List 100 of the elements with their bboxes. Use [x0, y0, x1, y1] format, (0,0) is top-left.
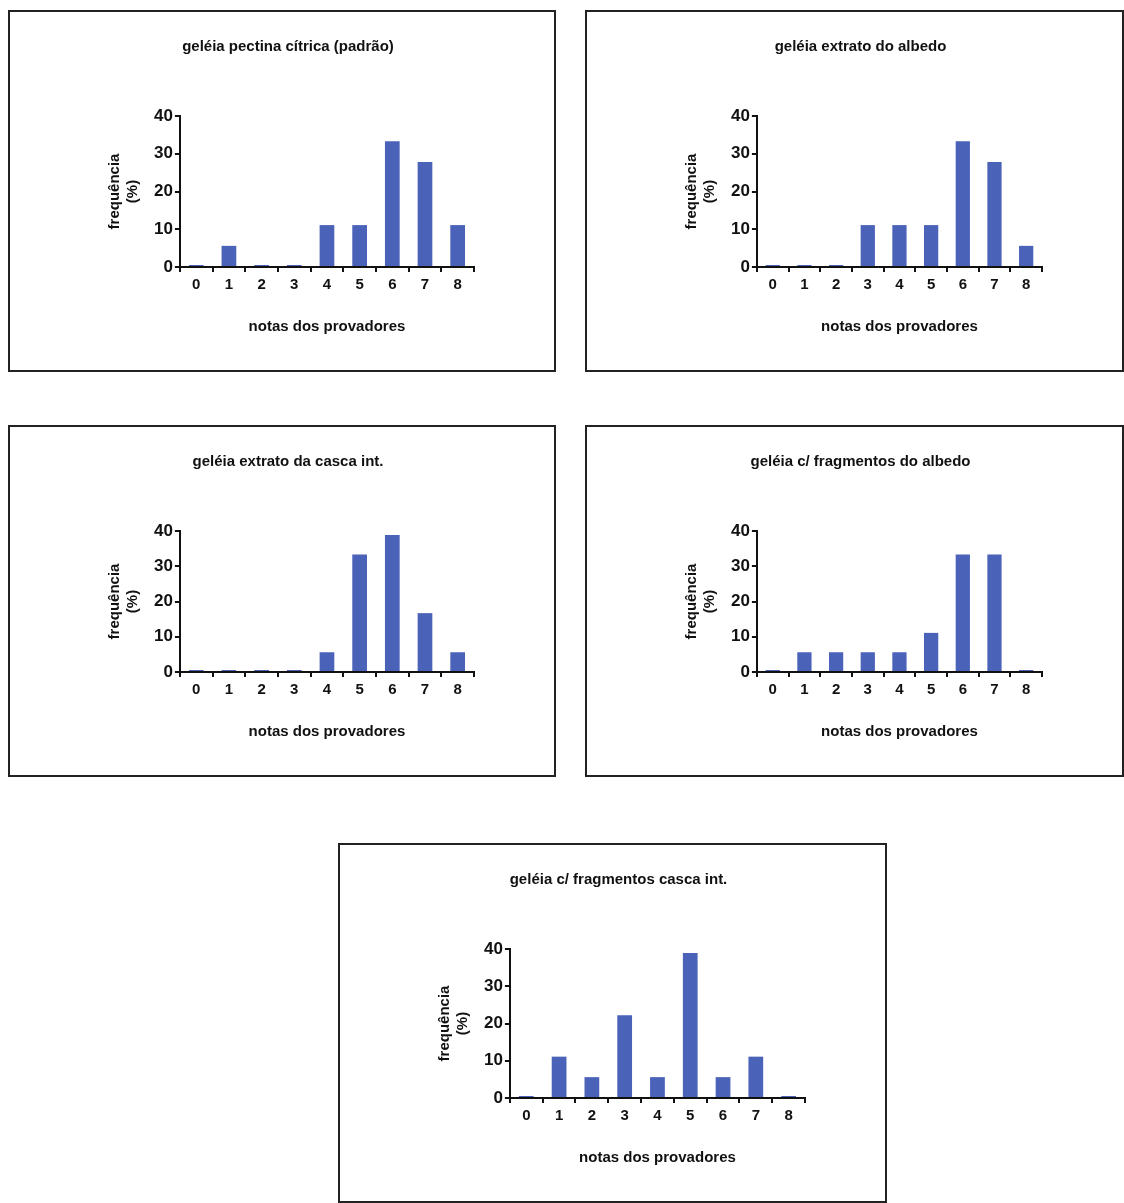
x-tick-label: 6: [388, 275, 397, 293]
x-tick-label: 4: [895, 275, 905, 293]
y-tick-label: 30: [483, 975, 503, 995]
x-tick-label: 1: [554, 1106, 564, 1124]
x-tick-label: 8: [1021, 680, 1031, 698]
x-tick-label: 2: [831, 275, 841, 293]
y-tick-label: 10: [730, 626, 750, 646]
x-tick-label: 8: [1021, 275, 1031, 293]
x-axis-title: notas dos provadores: [821, 317, 978, 335]
y-tick-label: 40: [153, 105, 173, 125]
y-tick-label: 20: [483, 1013, 503, 1033]
bar: [955, 141, 970, 266]
bar: [860, 652, 875, 671]
y-tick-label: 0: [163, 661, 173, 681]
bar: [352, 554, 367, 671]
x-tick-label: 6: [958, 680, 967, 698]
bar: [319, 652, 335, 671]
y-tick-label: 10: [483, 1050, 503, 1070]
x-tick-label: 1: [800, 275, 809, 293]
x-tick-label: 4: [653, 1106, 663, 1124]
x-tick-label: 7: [990, 275, 999, 293]
y-tick-label: 30: [730, 555, 750, 575]
y-tick-label: 10: [730, 218, 750, 238]
chart-title: geléia c/ fragmentos casca int.: [509, 870, 728, 888]
x-tick-label: 0: [522, 1106, 531, 1124]
x-tick-label: 5: [686, 1106, 695, 1124]
y-tick-label: 0: [493, 1087, 503, 1107]
bar: [797, 652, 812, 671]
bar: [860, 225, 875, 266]
y-axis-title: frequência (%): [682, 152, 718, 230]
x-tick-label: 4: [895, 680, 905, 698]
bar: [617, 1015, 633, 1097]
bar: [748, 1056, 764, 1097]
bar: [650, 1077, 665, 1097]
bar: [924, 225, 939, 266]
y-tick-label: 30: [153, 555, 173, 575]
bar: [450, 652, 466, 671]
bar: [828, 652, 844, 671]
x-tick-label: 0: [192, 680, 201, 698]
x-tick-label: 8: [453, 680, 462, 698]
x-tick-label: 7: [420, 275, 430, 293]
y-axis-title: frequência (%): [105, 562, 141, 640]
x-tick-label: 0: [768, 680, 777, 698]
y-tick-label: 10: [153, 626, 173, 646]
chart-title: geléia extrato da casca int.: [192, 452, 384, 470]
y-tick-label: 20: [730, 591, 750, 611]
x-tick-label: 4: [322, 275, 332, 293]
bar: [987, 162, 1002, 266]
x-axis-title: notas dos provadores: [248, 317, 406, 335]
x-tick-label: 3: [863, 680, 872, 698]
y-tick-label: 20: [153, 591, 173, 611]
x-tick-label: 5: [926, 275, 936, 293]
x-tick-label: 8: [453, 275, 462, 293]
bar: [987, 554, 1002, 671]
x-tick-label: 6: [718, 1106, 728, 1124]
x-tick-label: 3: [290, 680, 299, 698]
bar: [955, 554, 970, 671]
y-axis-title: frequência (%): [105, 152, 141, 230]
chart-title: geléia extrato do albedo: [774, 37, 947, 55]
bar: [319, 225, 335, 266]
y-tick-label: 10: [153, 218, 173, 238]
bar: [417, 162, 433, 266]
x-tick-label: 1: [224, 680, 234, 698]
bar: [384, 534, 400, 671]
bar: [352, 225, 367, 266]
x-axis-title: notas dos provadores: [579, 1148, 736, 1166]
bar: [924, 632, 939, 671]
x-axis-title: notas dos provadores: [248, 722, 406, 740]
x-tick-label: 3: [290, 275, 299, 293]
x-tick-label: 5: [355, 275, 364, 293]
y-tick-label: 40: [730, 105, 750, 125]
x-tick-label: 7: [751, 1106, 760, 1124]
x-tick-label: 2: [587, 1106, 597, 1124]
x-tick-label: 7: [420, 680, 430, 698]
y-tick-label: 0: [740, 256, 750, 276]
bar: [384, 141, 400, 266]
x-tick-label: 6: [388, 680, 397, 698]
x-tick-label: 8: [784, 1106, 793, 1124]
bar: [551, 1056, 567, 1097]
x-tick-label: 5: [355, 680, 364, 698]
bar: [682, 953, 698, 1097]
x-tick-label: 2: [257, 275, 266, 293]
x-tick-label: 3: [863, 275, 872, 293]
chart-title: geléia c/ fragmentos do albedo: [750, 452, 971, 470]
bar: [715, 1077, 731, 1097]
bar: [417, 613, 433, 671]
bar: [892, 225, 907, 266]
x-tick-label: 2: [257, 680, 266, 698]
chart-title: geléia pectina cítrica (padrão): [182, 37, 394, 55]
y-tick-label: 40: [483, 938, 503, 958]
y-tick-label: 0: [163, 256, 173, 276]
y-tick-label: 30: [153, 143, 173, 163]
x-tick-label: 7: [990, 680, 999, 698]
bar: [221, 245, 237, 266]
bar: [584, 1077, 600, 1097]
x-tick-label: 1: [800, 680, 809, 698]
y-axis-title: frequência (%): [435, 984, 471, 1062]
y-tick-label: 30: [730, 143, 750, 163]
bar: [892, 652, 907, 671]
x-tick-label: 0: [768, 275, 777, 293]
